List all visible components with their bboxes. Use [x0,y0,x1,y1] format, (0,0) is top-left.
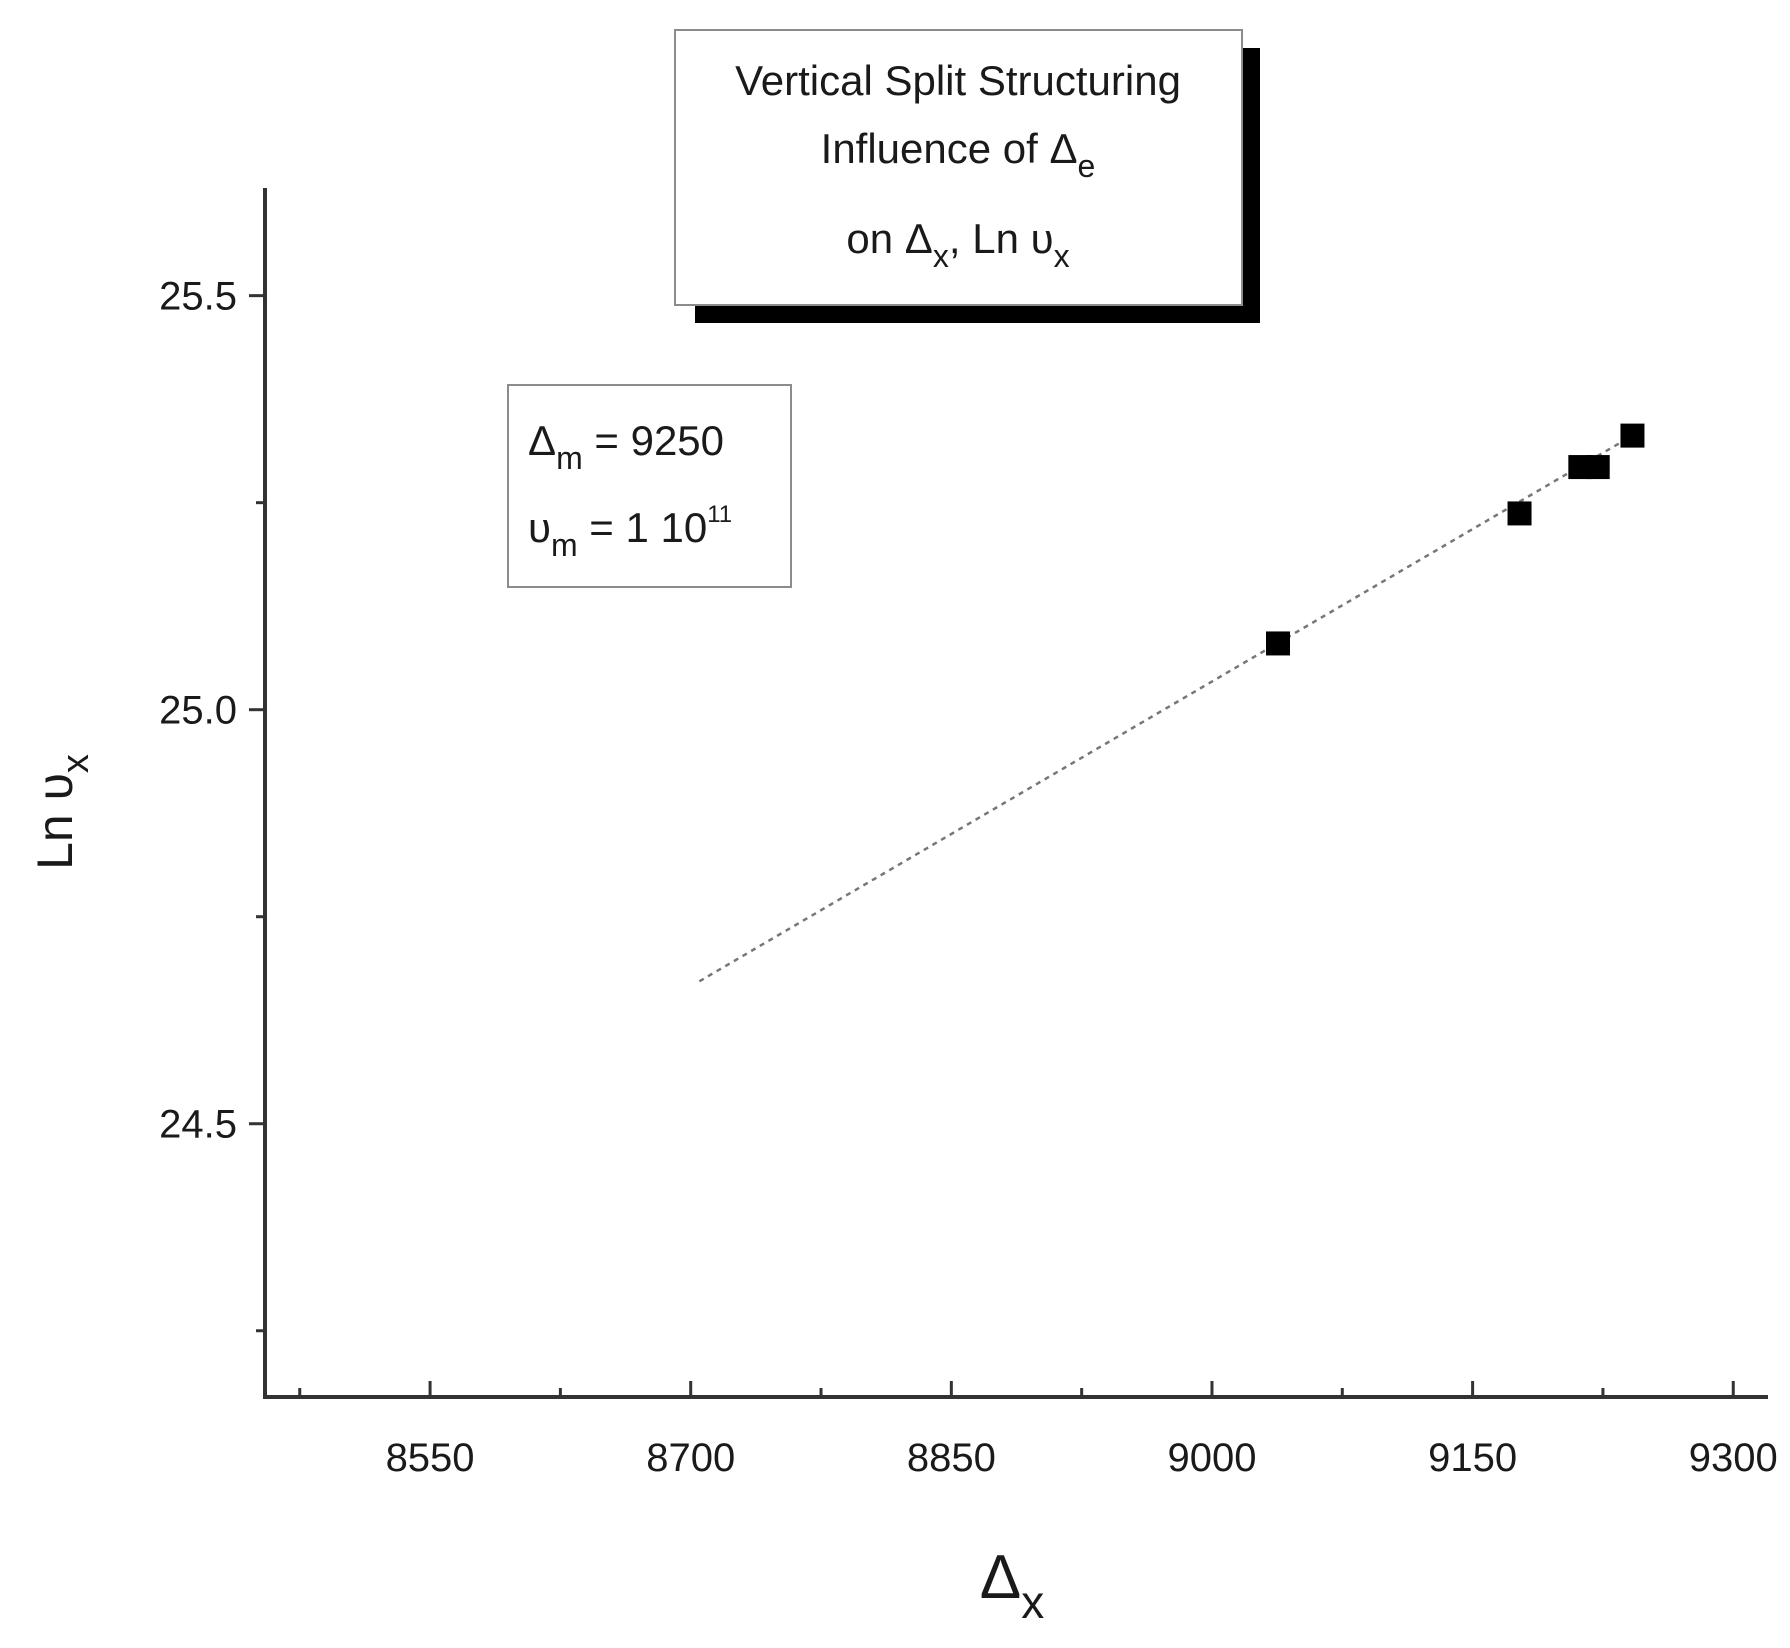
parameters-box: Δm = 9250 υm = 1 1011 [507,384,792,588]
x-tick-label: 8850 [907,1436,996,1480]
data-point [1507,501,1532,526]
x-tick-label: 8700 [646,1436,735,1480]
x-tick-label: 9000 [1167,1436,1256,1480]
x-axis-label: Δx [980,1543,1044,1628]
y-ticks: 24.5 25.0 25.5 [159,275,265,1333]
x-tick-label: 8550 [386,1436,475,1480]
axes [263,188,1768,1399]
y-tick-label: 25.5 [159,275,237,319]
data-point [1266,631,1291,656]
title-box: Vertical Split Structuring Influence of … [674,29,1260,323]
parameters-box-frame [507,384,792,588]
parameter-delta-m: Δm = 9250 [528,417,724,476]
title-line-3: on Δx, Ln υx [846,215,1069,274]
title-line-1: Vertical Split Structuring [735,57,1181,104]
x-tick-label: 9150 [1428,1436,1517,1480]
data-point [1620,423,1645,448]
parameter-upsilon-m: υm = 1 1011 [528,501,732,563]
y-axis-label: Ln υx [27,754,97,870]
title-line-2: Influence of Δe [821,125,1096,184]
y-tick-label: 25.0 [159,689,237,733]
data-points [1266,423,1645,656]
x-tick-label: 9300 [1689,1436,1778,1480]
data-point [1585,455,1610,480]
title-box-frame [674,29,1243,306]
fit-line-layer [698,434,1634,983]
x-ticks: 8550 8700 8850 9000 9150 9300 [298,1381,1778,1480]
fit-line [698,434,1634,983]
y-tick-label: 24.5 [159,1103,237,1147]
